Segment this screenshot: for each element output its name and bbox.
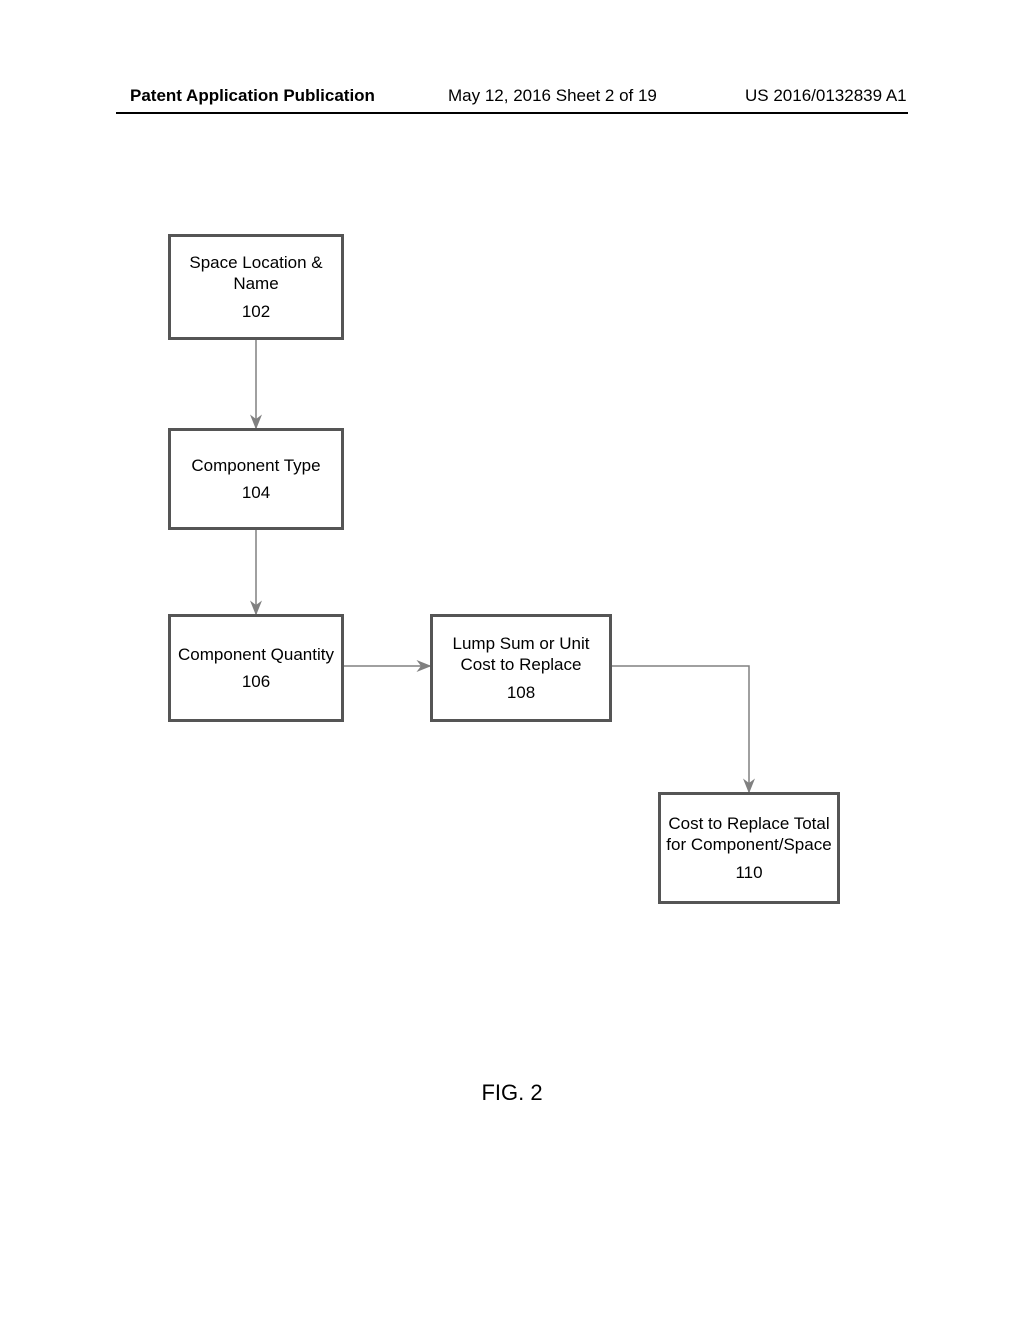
flow-node-104: Component Type 104 — [168, 428, 344, 530]
flow-node-110: Cost to Replace Total for Component/Spac… — [658, 792, 840, 904]
flow-node-label: Cost to Replace Total for Component/Spac… — [665, 813, 833, 856]
flow-node-ref: 108 — [507, 682, 535, 703]
flow-node-106: Component Quantity 106 — [168, 614, 344, 722]
flow-node-ref: 110 — [735, 862, 762, 883]
figure-caption: FIG. 2 — [0, 1080, 1024, 1106]
patent-page: Patent Application Publication May 12, 2… — [0, 0, 1024, 1320]
flow-node-label: Lump Sum or Unit Cost to Replace — [437, 633, 605, 676]
flow-edge — [612, 666, 749, 792]
header-mid-text: May 12, 2016 Sheet 2 of 19 — [448, 86, 657, 106]
header-left-text: Patent Application Publication — [130, 86, 375, 106]
flow-node-ref: 106 — [242, 671, 270, 692]
flow-node-label: Component Quantity — [178, 644, 334, 665]
flow-node-label: Space Location & Name — [175, 252, 337, 295]
flow-node-ref: 102 — [242, 301, 270, 322]
flow-node-108: Lump Sum or Unit Cost to Replace 108 — [430, 614, 612, 722]
flow-node-ref: 104 — [242, 482, 270, 503]
header-right-text: US 2016/0132839 A1 — [745, 86, 907, 106]
flow-node-label: Component Type — [191, 455, 320, 476]
flow-node-102: Space Location & Name 102 — [168, 234, 344, 340]
header-rule — [116, 112, 908, 114]
